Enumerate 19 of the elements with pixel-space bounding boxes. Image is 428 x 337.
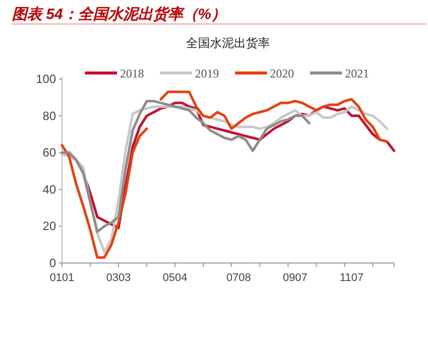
chart-title: 图表 54：全国水泥出货率（%） (12, 5, 226, 23)
legend-label: 2018 (120, 66, 144, 80)
x-tick-label: 0708 (226, 272, 251, 284)
x-tick-label: 1107 (340, 272, 364, 284)
legend-label: 2019 (195, 66, 219, 80)
y-tick-label: 80 (42, 108, 56, 123)
legend-label: 2021 (345, 66, 369, 80)
y-tick-label: 0 (49, 256, 56, 270)
line-series (60, 100, 310, 233)
x-tick-label: 0101 (50, 272, 74, 284)
x-tick-label: 0907 (282, 272, 308, 284)
legend-label: 2020 (270, 66, 294, 80)
x-tick-label: 0303 (106, 272, 131, 284)
y-tick-label: 60 (42, 146, 56, 160)
y-tick-label: 20 (42, 219, 56, 234)
x-tick-label: 0504 (162, 272, 188, 284)
y-tick-label: 100 (36, 72, 56, 86)
y-tick-label: 40 (42, 182, 56, 196)
chart-subtitle: 全国水泥出货率 (186, 36, 270, 50)
